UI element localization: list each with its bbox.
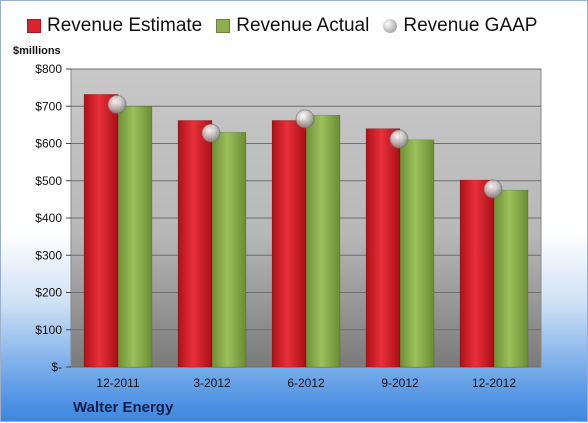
y-tick-label: $- xyxy=(51,360,62,374)
bars xyxy=(83,94,529,368)
bar-actual xyxy=(493,189,529,368)
y-tick-label: $700 xyxy=(35,99,62,113)
y-tick-label: $200 xyxy=(35,286,62,300)
legend-swatch-estimate xyxy=(27,19,41,33)
gaap-marker xyxy=(295,109,315,129)
x-tick-label: 12-2011 xyxy=(96,376,139,390)
bar-actual xyxy=(211,132,247,368)
y-tick-label: $100 xyxy=(35,323,62,337)
legend-swatch-gaap xyxy=(383,19,398,33)
x-tick-label: 12-2012 xyxy=(472,376,516,390)
y-axis-ticks: $- $100 $200 $300 $400 $500 $600 $700 $800 xyxy=(35,62,71,374)
bar-estimate xyxy=(459,179,495,368)
y-tick-label: $500 xyxy=(35,174,62,188)
y-tick-label: $300 xyxy=(35,248,62,262)
x-axis-ticks: 12-2011 3-2012 6-2012 9-2012 12-2012 xyxy=(96,376,516,390)
gaap-marker xyxy=(483,179,503,199)
y-tick-label: $800 xyxy=(35,62,62,76)
company-name: Walter Energy xyxy=(73,399,174,416)
legend-label-estimate: Revenue Estimate xyxy=(47,15,203,36)
y-tick-label: $400 xyxy=(35,211,62,225)
bar-estimate xyxy=(177,120,213,368)
x-tick-label: 9-2012 xyxy=(381,376,419,390)
bar-actual xyxy=(399,139,435,368)
legend: Revenue Estimate Revenue Actual Revenue … xyxy=(27,15,551,37)
bar-actual xyxy=(305,114,341,368)
legend-label-actual: Revenue Actual xyxy=(236,15,370,36)
y-axis-unit-label: $millions xyxy=(13,45,61,57)
x-tick-label: 3-2012 xyxy=(193,376,231,390)
legend-item-actual: Revenue Actual xyxy=(216,15,369,37)
bar-estimate xyxy=(83,94,119,368)
gaap-marker xyxy=(389,129,409,149)
gaap-marker xyxy=(107,94,127,114)
x-tick-label: 6-2012 xyxy=(287,376,325,390)
bar-actual xyxy=(117,106,153,368)
legend-swatch-actual xyxy=(216,19,231,33)
legend-item-estimate: Revenue Estimate xyxy=(27,15,202,37)
y-tick-label: $600 xyxy=(35,137,62,151)
bar-estimate xyxy=(365,128,401,368)
gaap-marker xyxy=(201,123,221,143)
bar-estimate xyxy=(271,120,307,368)
legend-item-gaap: Revenue GAAP xyxy=(383,15,537,37)
gaap-markers xyxy=(107,94,503,199)
legend-label-gaap: Revenue GAAP xyxy=(403,15,538,36)
